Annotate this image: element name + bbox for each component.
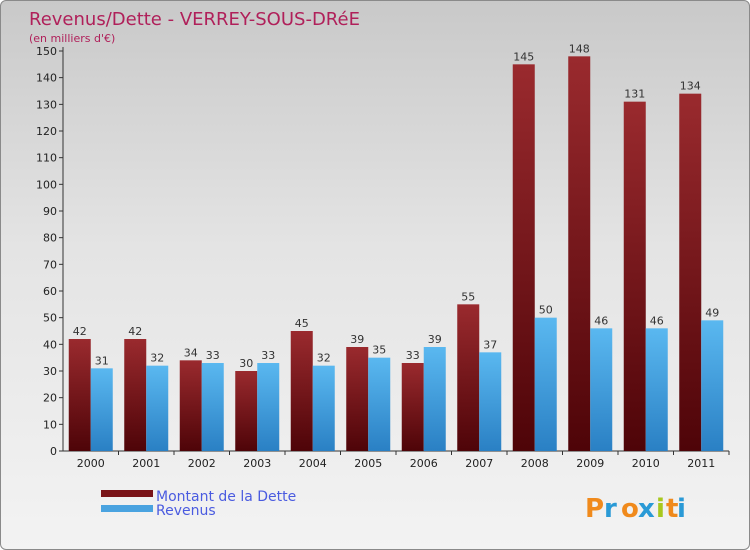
bar-value-label: 50 bbox=[539, 304, 553, 317]
bar-revenus bbox=[201, 363, 224, 451]
x-tick-label: 2004 bbox=[299, 457, 327, 470]
logo-letter: o bbox=[621, 494, 639, 524]
bar-dette bbox=[179, 360, 202, 451]
x-tick-label: 2008 bbox=[521, 457, 549, 470]
legend: Montant de la Dette Revenus bbox=[101, 489, 296, 519]
bar-value-label: 145 bbox=[513, 50, 534, 63]
y-tick-label: 50 bbox=[43, 312, 57, 325]
legend-label-revenus: Revenus bbox=[156, 503, 216, 519]
logo-letter: x bbox=[638, 494, 655, 524]
logo-letter: i bbox=[677, 494, 686, 524]
y-tick-label: 0 bbox=[50, 445, 57, 458]
bar-revenus bbox=[534, 317, 557, 451]
y-tick-label: 150 bbox=[36, 45, 57, 58]
bar-dette bbox=[235, 371, 258, 451]
bar-revenus bbox=[423, 347, 446, 451]
bar-revenus bbox=[146, 365, 169, 451]
bar-value-label: 55 bbox=[461, 290, 475, 303]
bar-revenus bbox=[90, 368, 113, 451]
bar-value-label: 33 bbox=[206, 349, 220, 362]
x-tick-label: 2006 bbox=[410, 457, 438, 470]
x-tick-label: 2009 bbox=[576, 457, 604, 470]
x-tick-label: 2000 bbox=[77, 457, 105, 470]
bar-value-label: 39 bbox=[428, 333, 442, 346]
legend-swatch-revenus bbox=[101, 505, 153, 512]
bar-value-label: 30 bbox=[239, 357, 253, 370]
y-tick-label: 70 bbox=[43, 258, 57, 271]
bar-value-label: 45 bbox=[295, 317, 309, 330]
bar-value-label: 32 bbox=[317, 352, 331, 365]
legend-label-debt: Montant de la Dette bbox=[156, 489, 296, 505]
logo-letter: r bbox=[604, 494, 617, 524]
bar-value-label: 33 bbox=[406, 349, 420, 362]
bar-value-label: 49 bbox=[705, 306, 719, 319]
chart-subtitle: (en milliers d'€) bbox=[29, 32, 115, 45]
y-tick-label: 80 bbox=[43, 232, 57, 245]
bar-revenus bbox=[590, 328, 613, 451]
y-tick-label: 40 bbox=[43, 338, 57, 351]
y-tick-label: 30 bbox=[43, 365, 57, 378]
y-tick-label: 120 bbox=[36, 125, 57, 138]
chart-title: Revenus/Dette - VERREY-SOUS-DRéE bbox=[29, 9, 360, 30]
x-tick-label: 2011 bbox=[687, 457, 715, 470]
bar-value-label: 46 bbox=[650, 314, 664, 327]
bar-value-label: 35 bbox=[372, 344, 386, 357]
x-tick-label: 2003 bbox=[243, 457, 271, 470]
bar-dette bbox=[568, 56, 591, 451]
bar-value-label: 34 bbox=[184, 346, 198, 359]
bar-value-label: 33 bbox=[261, 349, 275, 362]
x-tick-label: 2002 bbox=[188, 457, 216, 470]
bar-dette bbox=[401, 363, 424, 451]
logo-letter: P bbox=[585, 494, 604, 524]
legend-swatch-debt bbox=[101, 490, 153, 497]
bar-value-label: 131 bbox=[624, 88, 645, 101]
bar-value-label: 39 bbox=[350, 333, 364, 346]
x-tick-label: 2001 bbox=[132, 457, 160, 470]
bar-value-label: 31 bbox=[95, 354, 109, 367]
bar-dette bbox=[623, 101, 646, 452]
y-tick-label: 90 bbox=[43, 205, 57, 218]
bar-value-label: 37 bbox=[483, 338, 497, 351]
bar-dette bbox=[457, 304, 480, 451]
bar-revenus bbox=[368, 357, 391, 451]
axes: 0 10 20 30 40 50 60 70 80 90 100 110 120 130 140 150 200… bbox=[36, 45, 730, 470]
bar-dette bbox=[68, 339, 91, 451]
y-tick-label: 10 bbox=[43, 418, 57, 431]
bar-value-label: 42 bbox=[73, 325, 87, 338]
y-tick-label: 100 bbox=[36, 178, 57, 191]
y-tick-label: 20 bbox=[43, 392, 57, 405]
bar-revenus bbox=[257, 363, 280, 451]
y-tick-label: 140 bbox=[36, 72, 57, 85]
bar-value-label: 32 bbox=[150, 352, 164, 365]
bar-revenus bbox=[479, 352, 502, 451]
logo-letter: t bbox=[666, 494, 678, 524]
bar-dette bbox=[346, 347, 369, 451]
x-tick-label: 2005 bbox=[354, 457, 382, 470]
bar-dette bbox=[290, 331, 313, 451]
x-tick-label: 2007 bbox=[465, 457, 493, 470]
logo-letter: i bbox=[656, 494, 665, 524]
bar-dette bbox=[512, 64, 535, 452]
bar-value-label: 134 bbox=[680, 80, 701, 93]
bar-dette bbox=[679, 93, 702, 452]
y-tick-label: 110 bbox=[36, 152, 57, 165]
bar-value-label: 148 bbox=[569, 42, 590, 55]
bar-revenus bbox=[645, 328, 668, 451]
y-tick-label: 130 bbox=[36, 98, 57, 111]
bars: 42 42 34 30 45 39 33 55 145 148 131 134 31 32 33 33 32 35… bbox=[68, 42, 724, 452]
bar-value-label: 42 bbox=[128, 325, 142, 338]
bar-revenus bbox=[312, 365, 335, 451]
y-tick-label: 60 bbox=[43, 285, 57, 298]
bar-value-label: 46 bbox=[594, 314, 608, 327]
bar-dette bbox=[124, 339, 147, 451]
bar-revenus bbox=[701, 320, 724, 451]
x-tick-label: 2010 bbox=[632, 457, 660, 470]
